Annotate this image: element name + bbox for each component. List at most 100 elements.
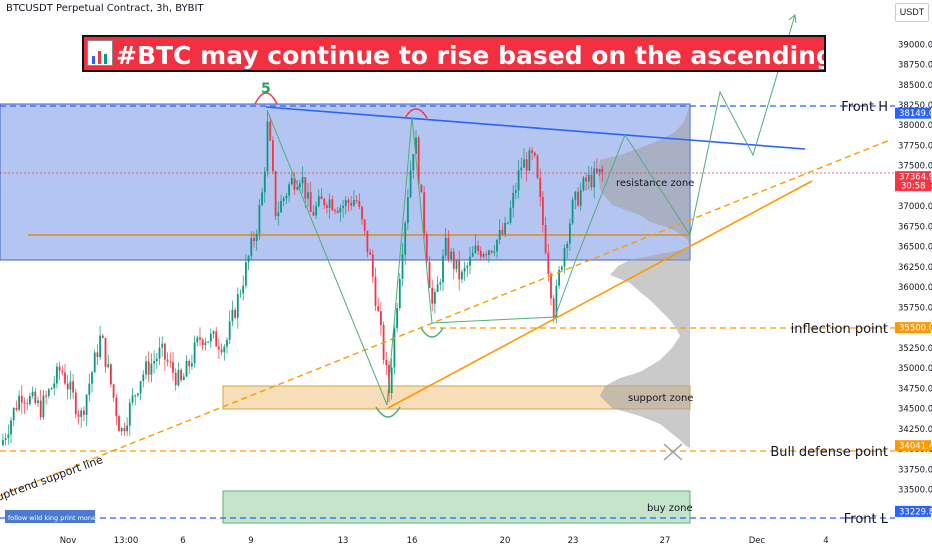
candle-body (374, 276, 377, 307)
candle-body (212, 331, 215, 334)
candle-body (296, 187, 299, 190)
candle-body (353, 200, 355, 206)
candle-body (598, 169, 601, 173)
candle-body (231, 309, 234, 322)
candle-body (412, 153, 415, 171)
candle-body (139, 381, 142, 394)
candle-body (64, 372, 66, 384)
inflection-label: inflection point (791, 322, 888, 337)
candle-body (307, 192, 309, 199)
candle-body (498, 230, 501, 240)
candle-body (50, 388, 53, 390)
candle-body (301, 177, 304, 184)
resistance-zone-label: resistance zone (616, 178, 694, 189)
candle-body (477, 245, 479, 251)
candle-body (56, 366, 58, 384)
candle-body (101, 335, 104, 338)
time-tick-7: 23 (568, 536, 579, 546)
candle-body (34, 391, 37, 404)
candle-body (431, 287, 434, 304)
time-tick-8: 27 (660, 536, 671, 546)
candle-body (550, 273, 552, 299)
candle-body (479, 250, 482, 257)
candle-body (563, 248, 566, 267)
price-tick-2: 33750.0 (898, 465, 932, 475)
candle-body (201, 339, 204, 346)
candle-body (193, 342, 196, 364)
candle-body (172, 361, 174, 373)
price-tick-15: 37000.0 (898, 202, 932, 212)
candle-body (398, 278, 401, 309)
wave-path (266, 14, 796, 406)
candle-body (191, 363, 193, 367)
candle-body (336, 210, 339, 213)
time-tick-5: 16 (407, 536, 418, 546)
triangle-support-line (387, 180, 813, 409)
candle-body (539, 178, 542, 198)
wave-label: 5 (261, 81, 271, 97)
candle-body (158, 347, 161, 359)
candle-body (504, 222, 506, 235)
price-tick-12: 36250.0 (898, 263, 932, 273)
candle-body (80, 410, 83, 417)
candle-body (196, 337, 199, 343)
candle-body (326, 205, 328, 208)
price-tag-bg-4 (895, 505, 931, 517)
candle-body (242, 285, 245, 294)
currency-button[interactable]: USDT (895, 3, 929, 22)
candle-body (174, 372, 177, 386)
candle-body (7, 434, 10, 439)
candle-body (209, 333, 212, 342)
time-tick-2: 6 (180, 536, 185, 546)
price-tick-18: 37750.0 (898, 141, 932, 151)
candle-body (506, 222, 509, 224)
candle-body (83, 410, 85, 415)
candle-body (536, 155, 539, 179)
candle-body (407, 197, 409, 224)
candle-body (471, 252, 474, 257)
candle-body (523, 159, 525, 168)
candle-body (458, 260, 461, 280)
uptrend-line-label: uptrend support line (0, 453, 105, 504)
price-tags: 38149.0 37364.930:58 35500.0 34041.4 33229.8 (895, 107, 932, 517)
price-tick-17: 37500.0 (898, 162, 932, 172)
bottom-arc-1 (375, 406, 401, 418)
candle-body (91, 372, 93, 384)
candle-body (39, 400, 42, 418)
buy-zone-label: buy zone (647, 503, 693, 514)
candle-body (334, 210, 336, 212)
candle-body (452, 251, 455, 269)
candle-body (258, 205, 261, 234)
candle-body (131, 395, 134, 403)
candle-body (215, 331, 218, 347)
candle-body (47, 389, 50, 396)
candle-body (169, 361, 172, 363)
time-tick-10: 4 (823, 536, 828, 546)
candle-body (26, 403, 29, 405)
candle-body (72, 381, 74, 393)
candle-body (385, 359, 388, 366)
candle-body (501, 230, 504, 235)
price-tick-22: 38750.0 (898, 61, 932, 71)
candle-body (153, 361, 155, 364)
candle-body (350, 202, 353, 206)
candle-body (115, 397, 118, 417)
candle-body (558, 269, 560, 286)
time-axis[interactable]: Nov 13:00 6 9 13 16 20 23 27 Dec 4 (60, 536, 829, 546)
candle-body (434, 292, 436, 304)
candle-body (466, 265, 469, 268)
candle-body (145, 361, 147, 375)
candle-body (425, 234, 428, 262)
candle-body (455, 260, 458, 269)
candle-body (236, 294, 239, 318)
candle-body (164, 343, 166, 360)
candle-body (323, 199, 326, 206)
candle-body (155, 358, 158, 362)
candle-body (61, 370, 64, 373)
candle-body (247, 256, 250, 263)
candle-body (220, 349, 223, 353)
price-tick-19: 38000.0 (898, 121, 932, 131)
candle-body (309, 192, 312, 213)
